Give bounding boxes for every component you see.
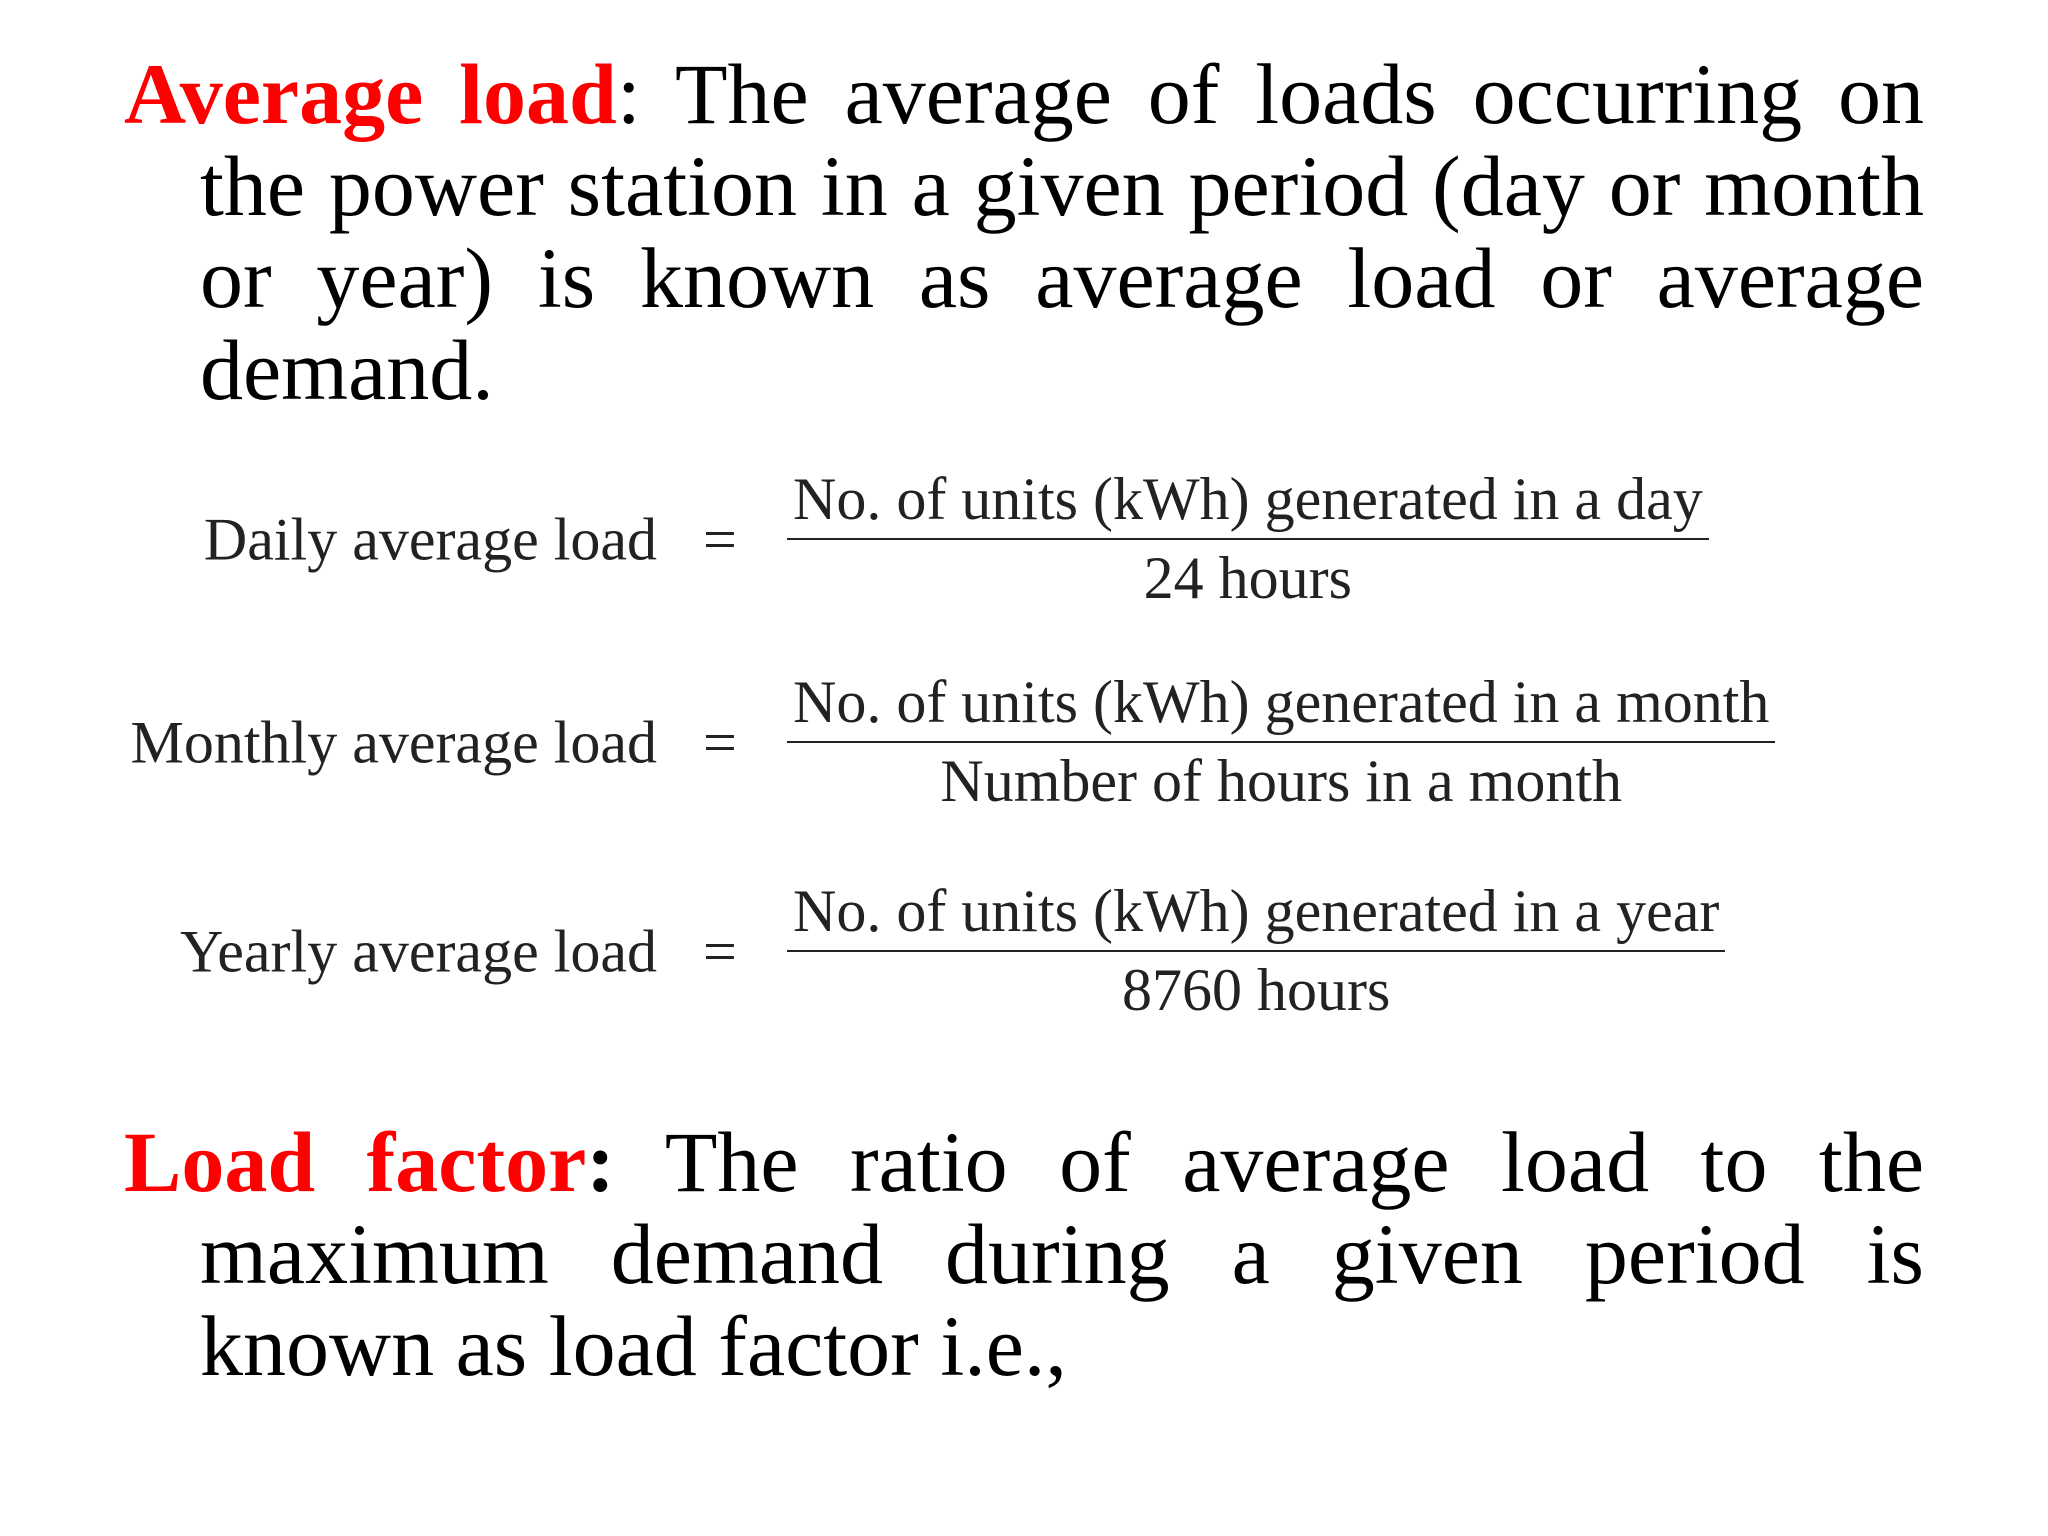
- formula-label: Yearly average load: [179, 918, 657, 985]
- formula: Yearly average load = No. of units (kWh)…: [0, 877, 2048, 1027]
- denominator: 24 hours: [1143, 545, 1353, 611]
- formula-label: Monthly average load: [130, 709, 658, 776]
- separator: :: [616, 46, 641, 142]
- term: Load factor: [124, 1114, 587, 1210]
- formula: Daily average load = No. of units (kWh) …: [0, 465, 2048, 615]
- denominator: 8760 hours: [1121, 957, 1391, 1023]
- definition-text: The average of loads occurring on the po…: [200, 46, 1924, 418]
- separator: :: [586, 1114, 615, 1210]
- definition-paragraph: Average load: The average of loads occur…: [124, 48, 1924, 416]
- denominator: Number of hours in a month: [940, 748, 1622, 814]
- equals-sign: =: [703, 918, 737, 985]
- numerator: No. of units (kWh) generated in a day: [787, 464, 1709, 540]
- term: Average load: [124, 46, 617, 142]
- equals-sign: =: [703, 506, 737, 573]
- definition-text: The ratio of average load to the maximum…: [200, 1114, 1924, 1394]
- equals-sign: =: [703, 709, 737, 776]
- fraction: No. of units (kWh) generated in a year 87…: [787, 876, 1726, 1028]
- definition-paragraph: Load factor: The ratio of average load t…: [124, 1116, 1924, 1392]
- formula: Monthly average load = No. of units (kWh…: [0, 668, 2048, 818]
- numerator: No. of units (kWh) generated in a month: [787, 667, 1776, 743]
- numerator: No. of units (kWh) generated in a year: [787, 876, 1726, 952]
- fraction: No. of units (kWh) generated in a month N…: [787, 667, 1776, 819]
- formula-label: Daily average load: [203, 506, 657, 573]
- fraction: No. of units (kWh) generated in a day 24 …: [787, 464, 1709, 616]
